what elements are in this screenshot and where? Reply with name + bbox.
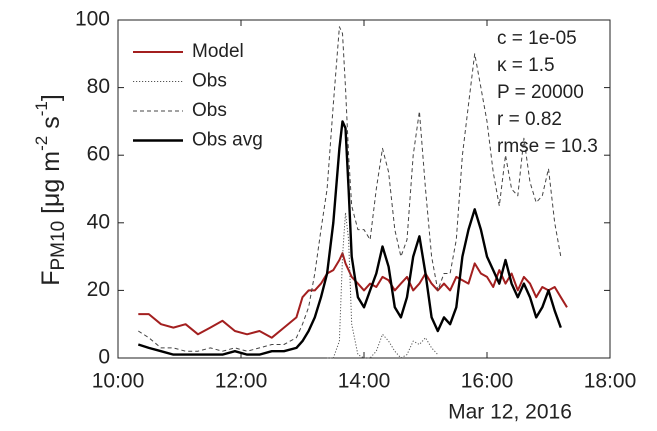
annotation: rmse = 10.3 [497, 136, 598, 157]
legend-text: Obs [192, 100, 227, 121]
x-tick-label: 12:00 [215, 370, 268, 393]
legend-text: Obs avg [192, 130, 263, 151]
x-tick-label: 10:00 [92, 370, 145, 393]
y-label-part: -2 [32, 136, 51, 151]
series-line [138, 26, 562, 352]
series-line [137, 120, 562, 356]
x-tick-label: 18:00 [584, 370, 637, 393]
annotation: c = 1e-05 [497, 28, 577, 49]
y-tick-label: 40 [87, 210, 110, 233]
annotation: κ = 1.5 [497, 55, 555, 76]
annotation: r = 0.82 [497, 109, 562, 130]
y-label-part: -1 [32, 101, 51, 116]
y-tick-label: 80 [87, 75, 110, 98]
x-tick-label: 14:00 [338, 370, 391, 393]
y-label-part: ] [37, 94, 65, 101]
legend-text: Obs [192, 71, 227, 92]
y-tick-label: 60 [87, 143, 110, 166]
y-tick-label: 20 [87, 278, 110, 301]
series-line [138, 252, 568, 339]
legend-text: Model [192, 41, 244, 62]
x-axis-label: Mar 12, 2016 [448, 401, 572, 424]
y-tick-label: 100 [75, 8, 110, 31]
series-line [327, 212, 439, 359]
y-label-part: PM10 [48, 221, 69, 271]
y-label-part: [μg m [37, 151, 65, 221]
y-tick-label: 0 [98, 346, 110, 369]
y-label-part: s [37, 116, 65, 135]
annotation: P = 20000 [497, 82, 584, 103]
y-label-part: F [37, 271, 65, 286]
y-axis-label: FPM10 [μg m-2 s-1] [32, 94, 69, 286]
x-tick-label: 16:00 [461, 370, 514, 393]
